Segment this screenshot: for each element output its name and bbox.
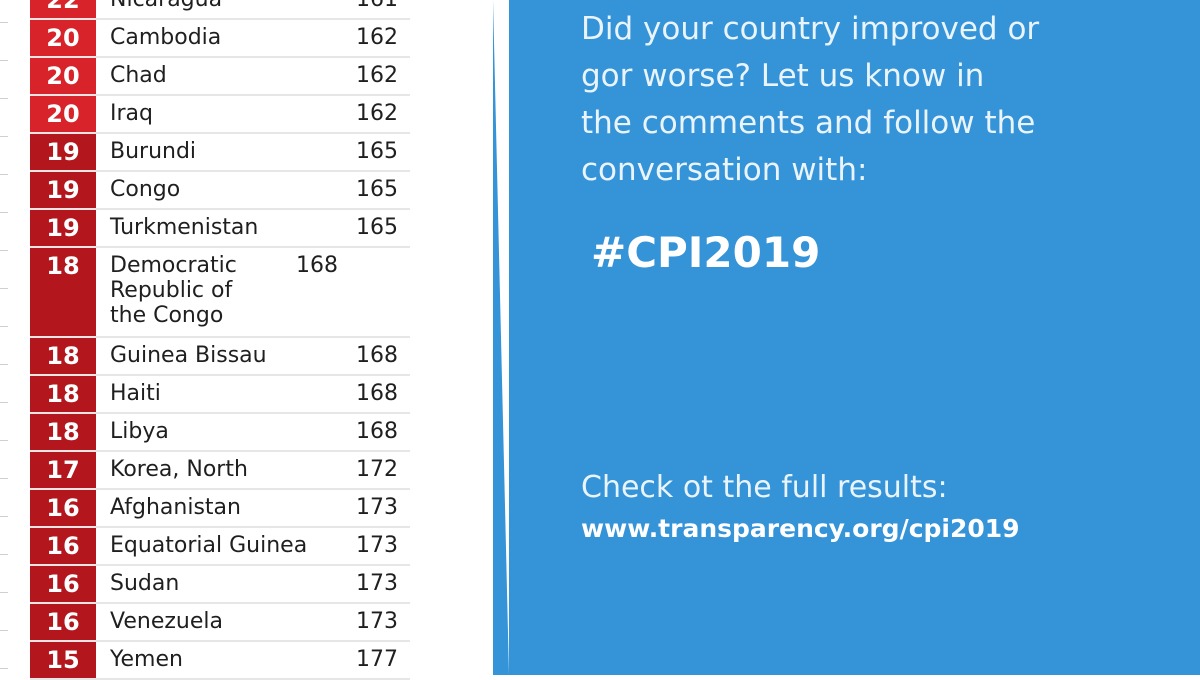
- table-row: 18 Libya 168: [30, 414, 410, 452]
- table-row: 22 Nicaragua 161: [30, 0, 410, 20]
- edge-tick-mark: [0, 592, 8, 593]
- table-row: 15 Yemen 177: [30, 642, 410, 680]
- rank-cell: 162: [356, 63, 398, 88]
- rank-cell: 168: [356, 343, 398, 368]
- table-row: 18 Haiti 168: [30, 376, 410, 414]
- rank-cell: 168: [356, 419, 398, 444]
- left-edge-gutter: [0, 0, 10, 675]
- edge-tick-mark: [0, 22, 8, 23]
- table-row: 19 Turkmenistan 165: [30, 210, 410, 248]
- score-cell: 22: [30, 0, 96, 18]
- country-cell: Equatorial Guinea: [110, 533, 308, 558]
- edge-tick-mark: [0, 554, 8, 555]
- edge-tick-mark: [0, 136, 8, 137]
- table-row: 16 Sudan 173: [30, 566, 410, 604]
- edge-tick-mark: [0, 364, 8, 365]
- results-link[interactable]: www.transparency.org/cpi2019: [581, 514, 1020, 543]
- cta-hashtag[interactable]: #CPI2019: [591, 228, 821, 277]
- rank-cell: 168: [356, 381, 398, 406]
- country-cell: Korea, North: [110, 457, 248, 482]
- edge-tick-mark: [0, 174, 8, 175]
- ranking-table: 22 Nicaragua 161 20 Cambodia 162 20 Chad…: [30, 0, 410, 680]
- rank-cell: 173: [356, 495, 398, 520]
- country-cell: Yemen: [110, 647, 183, 672]
- country-cell: Libya: [110, 419, 169, 444]
- score-cell: 16: [30, 528, 96, 564]
- table-row: 20 Chad 162: [30, 58, 410, 96]
- country-cell: Turkmenistan: [110, 215, 259, 240]
- country-cell: Congo: [110, 177, 181, 202]
- country-cell: Sudan: [110, 571, 180, 596]
- score-cell: 18: [30, 338, 96, 374]
- country-cell: Chad: [110, 63, 167, 88]
- rank-cell: 162: [356, 101, 398, 126]
- edge-tick-mark: [0, 516, 8, 517]
- edge-tick-mark: [0, 402, 8, 403]
- table-row: 18 Guinea Bissau 168: [30, 338, 410, 376]
- score-cell: 16: [30, 490, 96, 526]
- table-row: 16 Equatorial Guinea 173: [30, 528, 410, 566]
- edge-tick-mark: [0, 326, 8, 327]
- edge-tick-mark: [0, 98, 8, 99]
- country-cell: Cambodia: [110, 25, 222, 50]
- rank-cell: 165: [356, 215, 398, 240]
- country-cell: Afghanistan: [110, 495, 241, 520]
- score-cell: 18: [30, 376, 96, 412]
- rank-cell: 162: [356, 25, 398, 50]
- edge-tick-mark: [0, 668, 8, 669]
- table-row: 19 Congo 165: [30, 172, 410, 210]
- rank-cell: 165: [356, 177, 398, 202]
- edge-tick-mark: [0, 60, 8, 61]
- edge-tick-mark: [0, 212, 8, 213]
- table-row: 18 Democratic Republic of the Congo 168: [30, 248, 410, 338]
- results-callout: Check ot the full results:: [581, 470, 948, 505]
- edge-tick-mark: [0, 478, 8, 479]
- score-cell: 18: [30, 414, 96, 450]
- country-cell: Haiti: [110, 381, 161, 406]
- score-cell: 20: [30, 58, 96, 94]
- score-cell: 19: [30, 210, 96, 246]
- cta-panel: [509, 0, 1200, 675]
- score-cell: 17: [30, 452, 96, 488]
- cta-prompt-text: Did your country improved or gor worse? …: [581, 11, 1040, 188]
- country-cell: Democratic Republic of the Congo: [110, 253, 237, 328]
- score-cell: 19: [30, 134, 96, 170]
- panel-slanted-edge: [493, 0, 509, 675]
- country-cell: Burundi: [110, 139, 197, 164]
- rank-cell: 173: [356, 533, 398, 558]
- edge-tick-mark: [0, 288, 8, 289]
- edge-tick-mark: [0, 250, 8, 251]
- rank-cell: 173: [356, 609, 398, 634]
- edge-tick-mark: [0, 630, 8, 631]
- country-cell: Guinea Bissau: [110, 343, 267, 368]
- table-row: 16 Afghanistan 173: [30, 490, 410, 528]
- score-cell: 15: [30, 642, 96, 678]
- table-row: 20 Iraq 162: [30, 96, 410, 134]
- score-cell: 20: [30, 96, 96, 132]
- table-row: 20 Cambodia 162: [30, 20, 410, 58]
- country-cell: Iraq: [110, 101, 153, 126]
- score-cell: 16: [30, 604, 96, 640]
- table-row: 19 Burundi 165: [30, 134, 410, 172]
- score-cell: 19: [30, 172, 96, 208]
- edge-tick-mark: [0, 440, 8, 441]
- table-row: 17 Korea, North 172: [30, 452, 410, 490]
- score-cell: 18: [30, 248, 96, 336]
- rank-cell: 161: [320, 0, 410, 12]
- country-cell: Nicaragua: [96, 0, 320, 12]
- country-cell: Venezuela: [110, 609, 223, 634]
- rank-cell: 168: [296, 253, 338, 278]
- score-cell: 16: [30, 566, 96, 602]
- rank-cell: 165: [356, 139, 398, 164]
- score-cell: 20: [30, 20, 96, 56]
- rank-cell: 173: [356, 571, 398, 596]
- table-row: 16 Venezuela 173: [30, 604, 410, 642]
- rank-cell: 172: [356, 457, 398, 482]
- rank-cell: 177: [356, 647, 398, 672]
